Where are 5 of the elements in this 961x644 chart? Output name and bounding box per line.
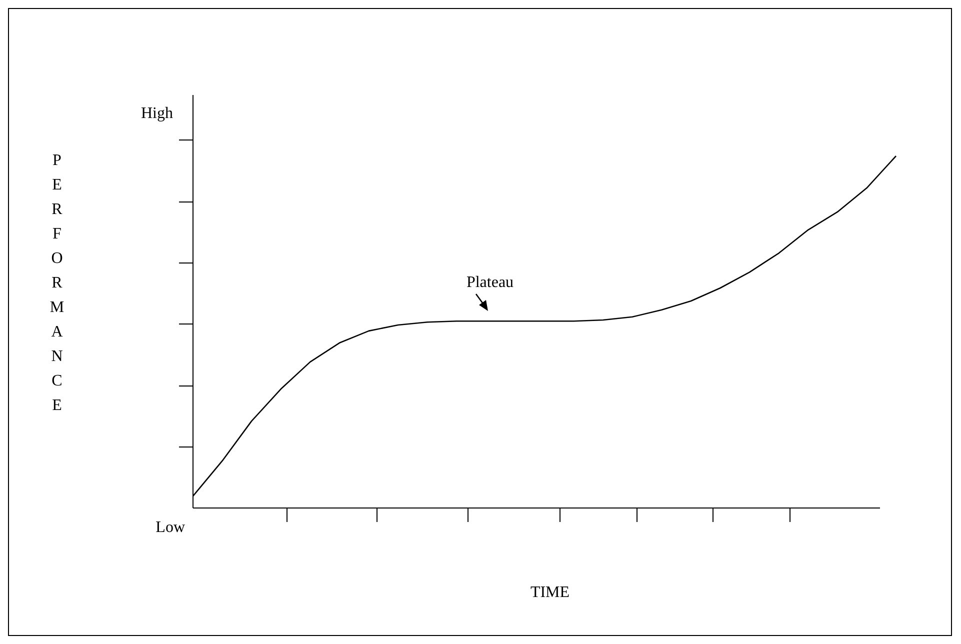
x-axis-title: TIME	[530, 584, 570, 601]
text: Low	[156, 519, 186, 536]
text: High	[141, 105, 173, 122]
annotation: Plateau	[466, 274, 514, 291]
text: PERFORMANCE	[50, 152, 64, 414]
